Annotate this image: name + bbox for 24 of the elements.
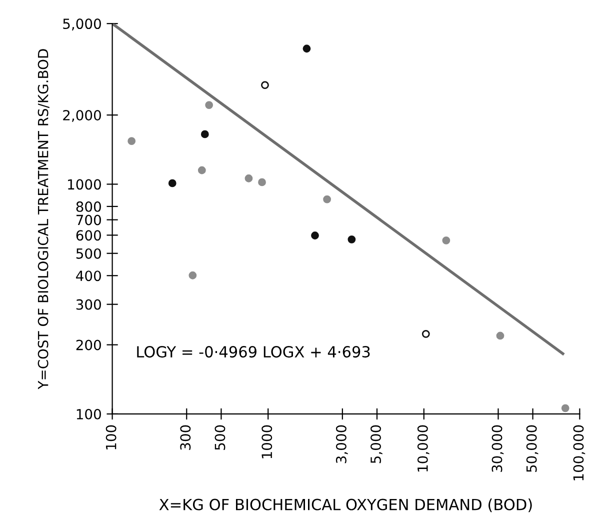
x-tick-label: 50,000 bbox=[526, 425, 538, 472]
y-tick-label: 200 bbox=[76, 340, 101, 350]
annotation: LOGY = -0·4969 LOGX + 4·693 bbox=[137, 346, 370, 358]
y-tick-label: 5,000 bbox=[63, 18, 101, 30]
x-axis-title: X=KG OF BIOCHEMICAL OXYGEN DEMAND (BOD) bbox=[159, 498, 532, 512]
y-tick-label: 2,000 bbox=[63, 110, 101, 122]
x-tick-label: 30,000 bbox=[492, 425, 504, 472]
x-tick-label: 10,000 bbox=[417, 425, 430, 472]
y-tick-label: 100 bbox=[76, 408, 101, 420]
x-tick-label: 1000 bbox=[262, 425, 272, 458]
x-tick-label: 500 bbox=[214, 425, 226, 450]
y-tick-label: 600 bbox=[76, 230, 101, 241]
y-tick-label: 500 bbox=[76, 248, 101, 259]
x-tick-label: 100,000 bbox=[573, 425, 586, 480]
y-tick-label: 300 bbox=[76, 299, 101, 310]
y-axis-title: Y=COST OF BIOLOGICAL TREATMENT RS/KG.BOD bbox=[38, 49, 50, 390]
x-tick-label: 100 bbox=[106, 425, 116, 450]
x-tick-label: 300 bbox=[180, 425, 191, 450]
x-tick-label: 3,000 bbox=[336, 425, 348, 464]
y-tick-label: 700 bbox=[76, 214, 101, 226]
y-tick-label: 1000 bbox=[68, 179, 101, 190]
y-tick-label: 400 bbox=[76, 270, 101, 282]
x-tick-label: 5,000 bbox=[370, 425, 382, 464]
y-tick-label: 800 bbox=[76, 201, 101, 212]
